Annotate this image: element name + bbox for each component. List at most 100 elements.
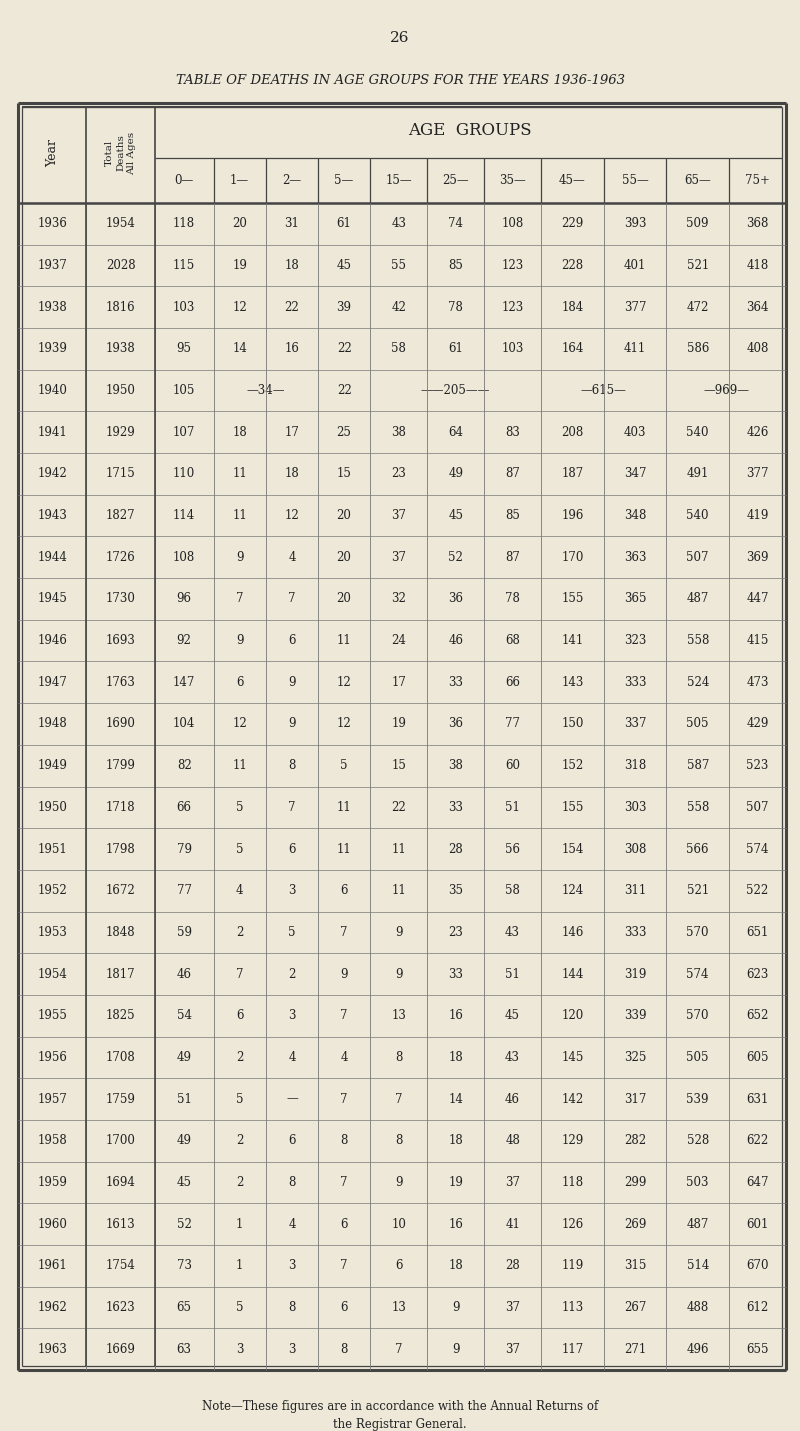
Text: 2: 2: [288, 967, 295, 980]
Text: 12: 12: [232, 301, 247, 313]
Text: 15—: 15—: [386, 175, 412, 187]
Text: 43: 43: [505, 926, 520, 939]
Text: 9: 9: [395, 967, 402, 980]
Text: 1953: 1953: [38, 926, 67, 939]
Text: 22: 22: [285, 301, 299, 313]
Text: 78: 78: [505, 592, 520, 605]
Text: 58: 58: [391, 342, 406, 355]
Text: 105: 105: [173, 384, 195, 396]
Text: 1816: 1816: [106, 301, 135, 313]
Text: 77: 77: [177, 884, 192, 897]
Text: 6: 6: [288, 1135, 296, 1148]
Text: 60: 60: [505, 760, 520, 773]
Text: 187: 187: [562, 468, 583, 481]
Text: 11: 11: [232, 760, 247, 773]
Text: 78: 78: [448, 301, 463, 313]
Text: 129: 129: [562, 1135, 583, 1148]
Text: 25: 25: [337, 426, 351, 439]
Text: 4: 4: [340, 1050, 348, 1063]
Text: 3: 3: [236, 1342, 243, 1355]
Text: 9: 9: [395, 1176, 402, 1189]
Text: AGE  GROUPS: AGE GROUPS: [409, 122, 532, 139]
Text: 49: 49: [177, 1135, 192, 1148]
Text: 36: 36: [448, 592, 463, 605]
Text: 337: 337: [624, 717, 646, 730]
Text: 319: 319: [624, 967, 646, 980]
Text: 20: 20: [337, 592, 351, 605]
Text: 35: 35: [448, 884, 463, 897]
Text: 5—: 5—: [334, 175, 354, 187]
Text: 14: 14: [448, 1093, 463, 1106]
Text: 539: 539: [686, 1093, 709, 1106]
Text: 15: 15: [337, 468, 351, 481]
Text: 155: 155: [562, 592, 583, 605]
Text: 92: 92: [177, 634, 191, 647]
Text: 540: 540: [686, 509, 709, 522]
Text: 23: 23: [448, 926, 463, 939]
Text: 7: 7: [395, 1093, 402, 1106]
Text: 150: 150: [562, 717, 583, 730]
Text: 1954: 1954: [106, 218, 135, 230]
Text: 8: 8: [288, 1301, 295, 1314]
Text: 5: 5: [236, 1093, 243, 1106]
Text: 4: 4: [236, 884, 243, 897]
Text: 28: 28: [506, 1259, 520, 1272]
Text: 114: 114: [173, 509, 195, 522]
Text: 10: 10: [391, 1218, 406, 1231]
Text: 566: 566: [686, 843, 709, 856]
Text: 3: 3: [288, 1259, 296, 1272]
Text: 11: 11: [337, 801, 351, 814]
Text: 65—: 65—: [684, 175, 711, 187]
Text: 9: 9: [288, 675, 296, 688]
Text: 9: 9: [452, 1301, 459, 1314]
Text: 1944: 1944: [38, 551, 67, 564]
Text: 43: 43: [391, 218, 406, 230]
Text: 1948: 1948: [38, 717, 67, 730]
Text: 1798: 1798: [106, 843, 135, 856]
Text: 7: 7: [340, 1176, 348, 1189]
Text: 115: 115: [173, 259, 195, 272]
Text: 472: 472: [686, 301, 709, 313]
Text: 6: 6: [236, 1009, 243, 1022]
Text: 1817: 1817: [106, 967, 135, 980]
Text: 1759: 1759: [106, 1093, 135, 1106]
Text: 18: 18: [285, 468, 299, 481]
Text: 45—: 45—: [559, 175, 586, 187]
Text: 87: 87: [505, 468, 520, 481]
Text: 108: 108: [502, 218, 524, 230]
Text: 521: 521: [686, 884, 709, 897]
Text: 1708: 1708: [106, 1050, 135, 1063]
Text: 23: 23: [391, 468, 406, 481]
Text: 7: 7: [395, 1342, 402, 1355]
Text: Total
Deaths
All Ages: Total Deaths All Ages: [105, 132, 136, 175]
Text: 141: 141: [562, 634, 583, 647]
Text: 1960: 1960: [38, 1218, 67, 1231]
Text: 317: 317: [624, 1093, 646, 1106]
Text: 1939: 1939: [38, 342, 67, 355]
Text: 447: 447: [746, 592, 769, 605]
Text: 1956: 1956: [38, 1050, 67, 1063]
Text: 146: 146: [562, 926, 583, 939]
Text: 22: 22: [337, 342, 351, 355]
Text: 651: 651: [746, 926, 769, 939]
Text: 426: 426: [746, 426, 769, 439]
Text: 3: 3: [288, 884, 296, 897]
Text: 308: 308: [624, 843, 646, 856]
Text: 35—: 35—: [499, 175, 526, 187]
Text: 6: 6: [340, 884, 348, 897]
Text: 24: 24: [391, 634, 406, 647]
Text: 7: 7: [288, 592, 296, 605]
Text: 33: 33: [448, 801, 463, 814]
Text: 311: 311: [624, 884, 646, 897]
Text: 110: 110: [173, 468, 195, 481]
Text: 184: 184: [562, 301, 583, 313]
Text: 36: 36: [448, 717, 463, 730]
Text: 363: 363: [624, 551, 646, 564]
Text: 46: 46: [505, 1093, 520, 1106]
Text: 2—: 2—: [282, 175, 302, 187]
Text: 5: 5: [340, 760, 348, 773]
Text: 18: 18: [448, 1135, 463, 1148]
Text: 13: 13: [391, 1301, 406, 1314]
Text: 85: 85: [505, 509, 520, 522]
Text: 20: 20: [232, 218, 247, 230]
